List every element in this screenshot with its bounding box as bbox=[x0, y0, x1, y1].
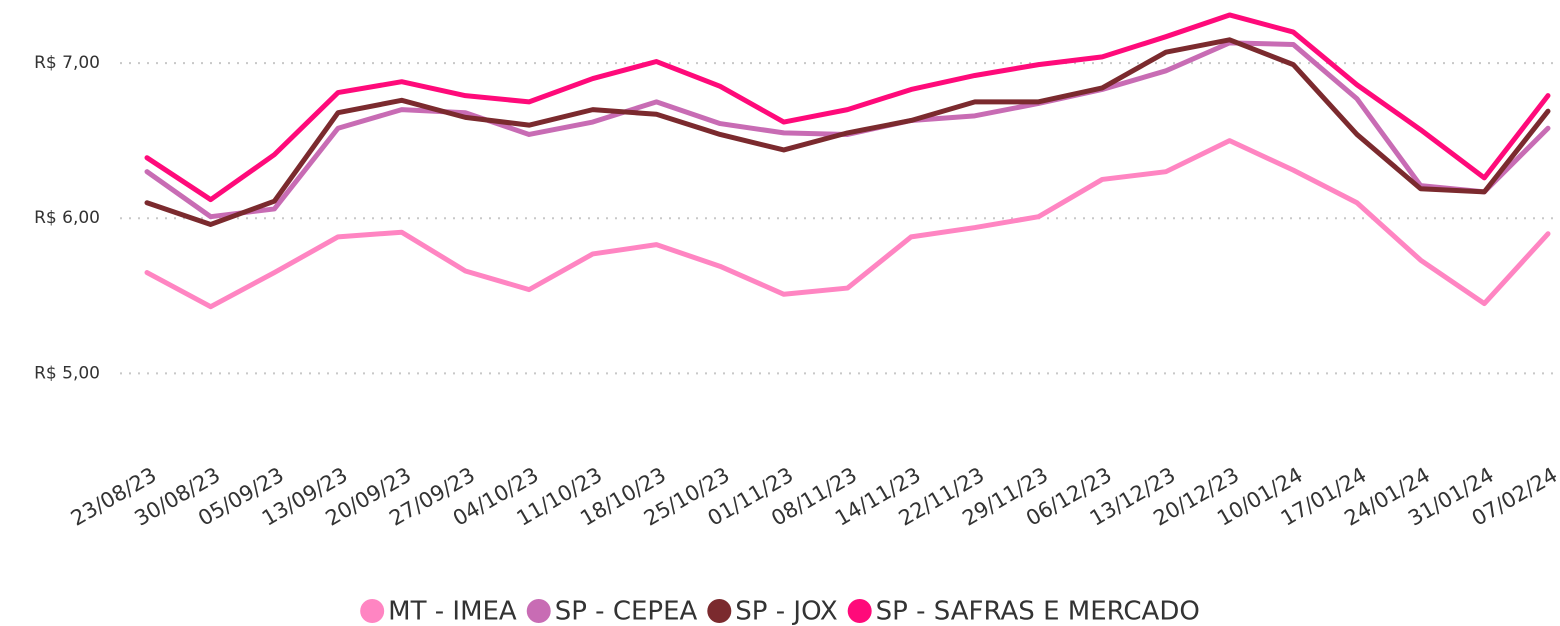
legend-label: SP - JOX bbox=[735, 597, 837, 626]
series-line bbox=[144, 37, 1551, 227]
y-tick-label: R$ 6,00 bbox=[34, 208, 100, 228]
series-line bbox=[144, 138, 1551, 310]
legend-marker bbox=[526, 599, 551, 623]
y-tick-label: R$ 7,00 bbox=[34, 53, 100, 73]
series-line bbox=[144, 12, 1551, 203]
legend-marker bbox=[847, 599, 872, 623]
legend: MT - IMEA SP - CEPEA SP - JOX SP - SAFRAS E… bbox=[360, 597, 1200, 626]
legend-marker bbox=[360, 599, 385, 623]
legend-label: MT - IMEA bbox=[388, 597, 517, 626]
legend-label: SP - SAFRAS E MERCADO bbox=[876, 597, 1200, 626]
legend-label: SP - CEPEA bbox=[555, 597, 698, 626]
y-tick-label: R$ 5,00 bbox=[34, 363, 100, 383]
legend-marker bbox=[707, 599, 732, 623]
